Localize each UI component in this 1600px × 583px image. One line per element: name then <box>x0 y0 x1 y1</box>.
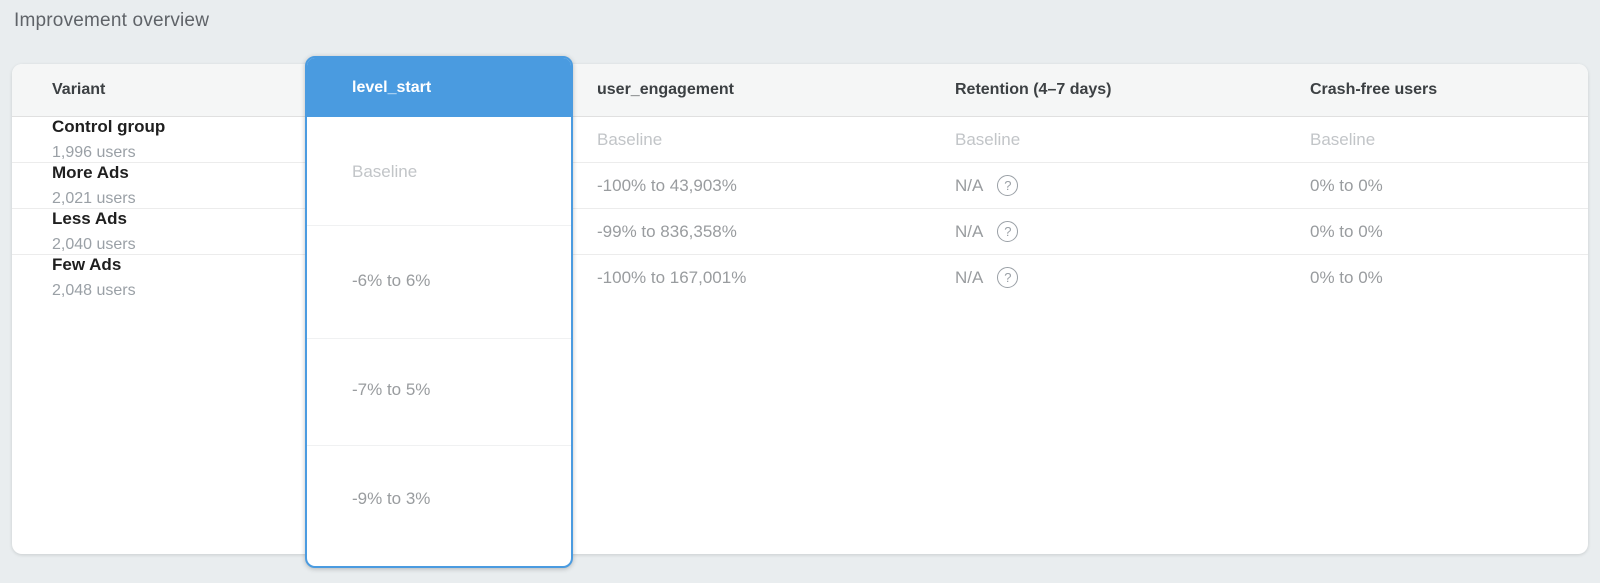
user-engagement-value: -100% to 43,903% <box>597 175 737 195</box>
selected-metric-column[interactable]: level_start Baseline -6% to 6% -7% to 5% -9… <box>305 56 573 568</box>
column-header-retention[interactable]: Retention (4–7 days) <box>955 81 1112 98</box>
retention-value: N/A <box>955 221 984 241</box>
variant-name: Control group <box>52 117 166 136</box>
question-mark-glyph: ? <box>1004 178 1012 193</box>
column-header-crash-free[interactable]: Crash-free users <box>1310 81 1438 98</box>
user-engagement-value: Baseline <box>597 129 663 149</box>
retention-value: N/A <box>955 175 984 195</box>
help-icon[interactable]: ? <box>997 175 1019 196</box>
crash-free-value: 0% to 0% <box>1310 221 1383 241</box>
variant-cell: Less Ads 2,040 users <box>12 209 305 254</box>
question-mark-glyph: ? <box>1004 224 1012 239</box>
retention-value: Baseline <box>955 129 1021 149</box>
variant-user-count: 1,996 users <box>52 144 136 161</box>
user-engagement-value: -99% to 836,358% <box>597 221 737 241</box>
crash-free-value: Baseline <box>1310 129 1376 149</box>
variant-name: More Ads <box>52 163 129 182</box>
retention-cell: N/A ? <box>931 267 1286 288</box>
variant-name: Less Ads <box>52 209 127 228</box>
column-header-user-engagement[interactable]: user_engagement <box>597 81 734 98</box>
table-row: Less Ads 2,040 users -99% to 836,358% N/… <box>12 208 1588 254</box>
help-icon[interactable]: ? <box>997 267 1019 288</box>
column-header-variant: Variant <box>52 81 106 98</box>
divider <box>307 225 571 226</box>
table-header-row: Variant user_engagement Retention (4–7 d… <box>12 64 1588 117</box>
selected-metric-value: Baseline <box>352 162 418 181</box>
crash-free-value: 0% to 0% <box>1310 267 1383 287</box>
page-title: Improvement overview <box>14 10 210 31</box>
table-row: More Ads 2,021 users -100% to 43,903% N/… <box>12 162 1588 208</box>
user-engagement-value: -100% to 167,001% <box>597 267 747 287</box>
variant-user-count: 2,021 users <box>52 190 136 207</box>
retention-cell: Baseline ? <box>931 130 1286 150</box>
selected-metric-value: -9% to 3% <box>352 489 431 508</box>
question-mark-glyph: ? <box>1004 270 1012 285</box>
retention-value: N/A <box>955 267 984 287</box>
selected-metric-value: -7% to 5% <box>352 380 431 399</box>
selected-metric-label: level_start <box>352 78 432 96</box>
divider <box>307 445 571 446</box>
table-row: Control group 1,996 users Baseline Basel… <box>12 117 1588 162</box>
retention-cell: N/A ? <box>931 175 1286 196</box>
help-icon[interactable]: ? <box>997 221 1019 242</box>
crash-free-value: 0% to 0% <box>1310 175 1383 195</box>
table-row: Few Ads 2,048 users -100% to 167,001% N/… <box>12 254 1588 300</box>
variant-name: Few Ads <box>52 255 122 274</box>
improvement-overview-table: Variant user_engagement Retention (4–7 d… <box>12 64 1588 554</box>
variant-user-count: 2,048 users <box>52 282 136 299</box>
selected-metric-value: -6% to 6% <box>352 271 431 290</box>
divider <box>307 338 571 339</box>
variant-cell: Control group 1,996 users <box>12 117 305 162</box>
selected-metric-header[interactable]: level_start <box>307 58 571 117</box>
variant-cell: Few Ads 2,048 users <box>12 255 305 300</box>
variant-user-count: 2,040 users <box>52 236 136 253</box>
retention-cell: N/A ? <box>931 221 1286 242</box>
variant-cell: More Ads 2,021 users <box>12 163 305 208</box>
